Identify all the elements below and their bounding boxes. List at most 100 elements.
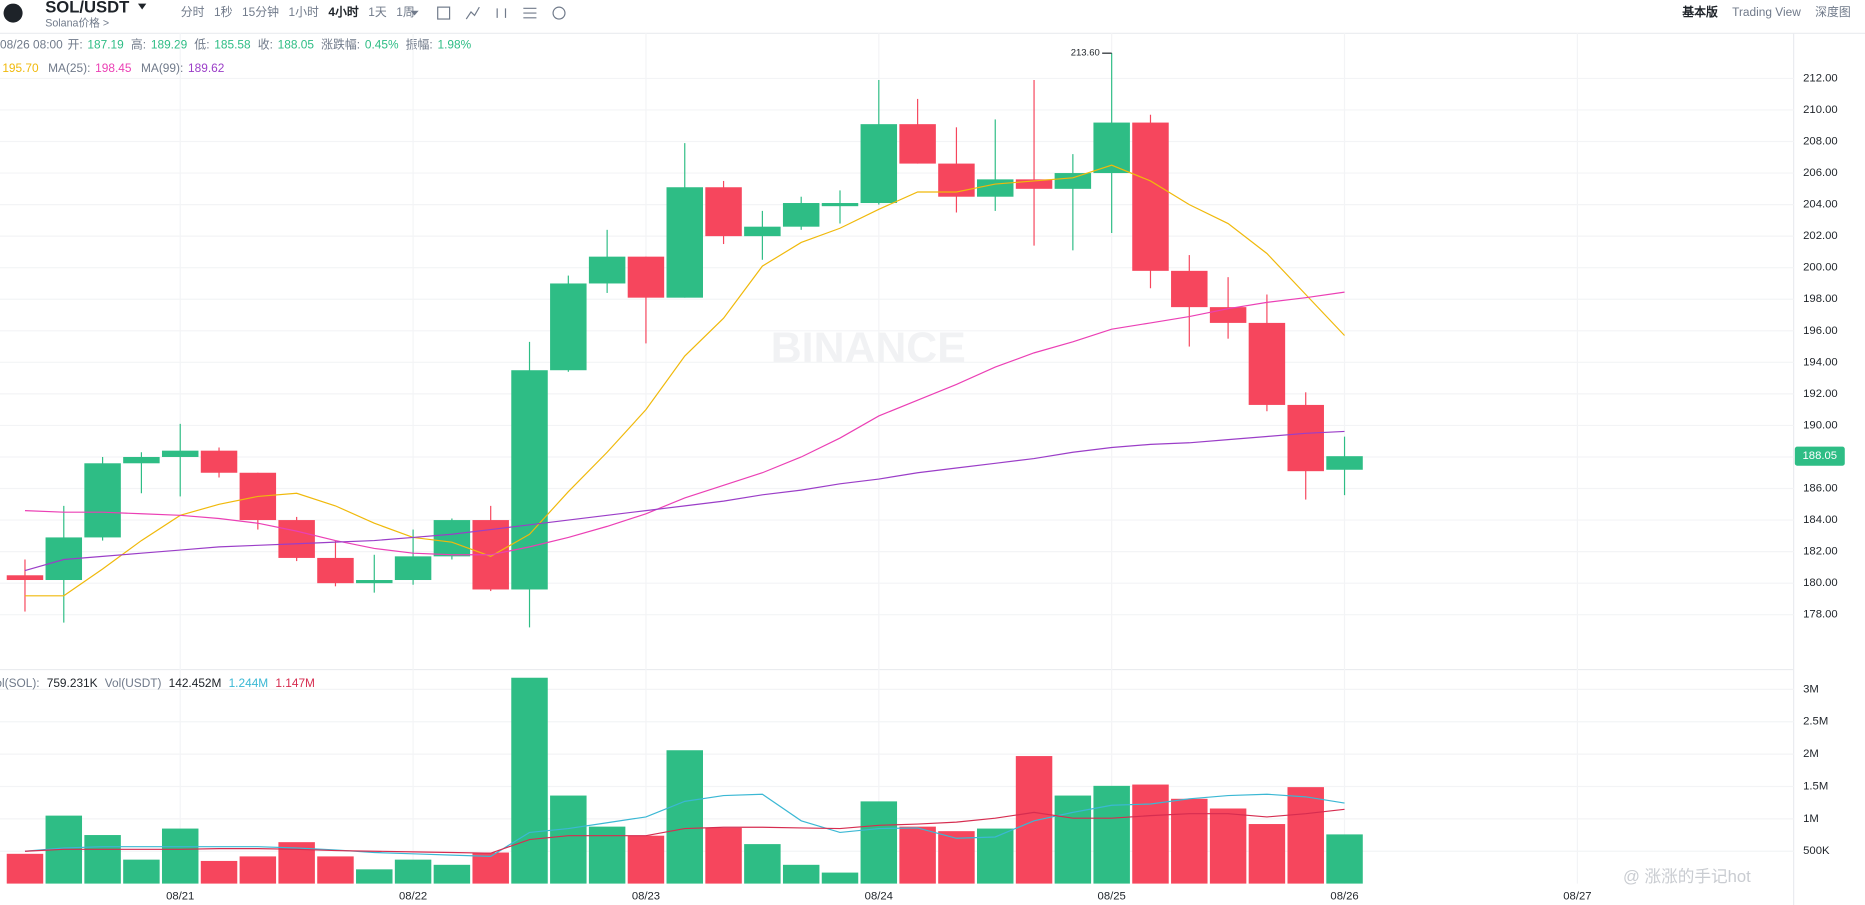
y-tick-label: 186.00 <box>1803 483 1838 495</box>
volume-bar <box>317 856 354 884</box>
candle-body <box>1015 179 1053 189</box>
volume-legend: Vol(USDT) <box>105 676 162 690</box>
y-tick-label: 204.00 <box>1803 199 1838 211</box>
volume-bar <box>433 864 471 884</box>
y-tick-label: 194.00 <box>1803 356 1838 368</box>
plot: 178.00180.00182.00184.00186.00188.00190.… <box>0 33 1845 903</box>
candle-body <box>1287 404 1324 472</box>
volume-bar <box>666 750 703 884</box>
volume-bar <box>161 828 199 884</box>
y-tick-label: 178.00 <box>1803 609 1838 621</box>
x-tick-label: 08/26 <box>1330 891 1358 903</box>
icon[interactable] <box>523 7 537 19</box>
y-tick-label: 190.00 <box>1803 419 1838 431</box>
volume-legend: 142.452M <box>169 676 222 690</box>
interval-tab[interactable]: 15分钟 <box>242 5 279 19</box>
watermark: BINANCE <box>771 324 966 372</box>
interval-tab[interactable]: 1秒 <box>214 5 233 19</box>
legend-value: 195.70 <box>2 61 39 75</box>
volume-bar <box>1326 834 1363 884</box>
y-tick-label: 212.00 <box>1803 72 1838 84</box>
candle-body <box>394 556 432 581</box>
icon[interactable] <box>496 8 507 18</box>
legend-label: MA(25): <box>48 61 90 75</box>
info-label: 收: <box>258 37 273 51</box>
candle-body <box>666 187 703 298</box>
candle-body <box>1132 122 1169 271</box>
symbol-dropdown[interactable] <box>137 3 147 10</box>
y-tick-label: 2M <box>1803 748 1819 760</box>
interval-tab[interactable]: 4小时 <box>328 5 358 19</box>
ma-line <box>24 793 1345 858</box>
volume-bar <box>239 856 277 884</box>
y-tick-label: 180.00 <box>1803 577 1838 589</box>
volume-bar <box>1287 787 1324 884</box>
info-label: 振幅: <box>406 37 433 51</box>
interval-tab[interactable]: 1天 <box>368 5 387 19</box>
volume-bar <box>860 801 898 884</box>
candle-body <box>278 520 315 558</box>
interval-tab[interactable]: 1周 <box>396 5 414 19</box>
candle-body <box>977 179 1014 197</box>
candle-body <box>782 203 820 227</box>
price-tag-label: 188.05 <box>1803 450 1838 462</box>
subtitle[interactable]: Solana价格 > <box>45 17 109 30</box>
volume-bar <box>627 835 665 884</box>
y-tick-label: 192.00 <box>1803 388 1838 400</box>
y-tick-label: 500K <box>1803 845 1830 857</box>
y-tick-label: 1.5M <box>1803 780 1828 792</box>
ma-line <box>24 808 1345 854</box>
volume-bar <box>394 859 432 884</box>
icon[interactable] <box>552 6 566 20</box>
volume-legend: Vol(SOL): <box>0 676 40 690</box>
y-tick-label: 200.00 <box>1803 262 1838 274</box>
candle-body <box>705 187 742 237</box>
ma-line <box>24 430 1345 572</box>
volume-bar <box>1054 795 1092 884</box>
volume-bar <box>511 677 548 884</box>
y-tick-label: 206.00 <box>1803 167 1838 179</box>
view-tab[interactable]: Trading View <box>1732 5 1801 19</box>
volume-bar <box>6 853 44 884</box>
candle-body <box>744 226 781 237</box>
y-tick-label: 208.00 <box>1803 135 1838 147</box>
icon[interactable] <box>465 6 480 20</box>
y-tick-label: 182.00 <box>1803 546 1838 558</box>
interval-tabs: 分时 1秒 15分钟 1小时 4小时 1天 1周 <box>181 5 415 19</box>
legend-label: MA(99): <box>141 61 183 75</box>
candle-body <box>1326 456 1363 470</box>
volume-legend: 1.147M <box>275 676 315 690</box>
ma-line <box>24 291 1345 556</box>
info-value: 0.45% <box>365 37 399 51</box>
ma-line <box>24 164 1345 597</box>
volume-bar <box>782 864 820 884</box>
volume-bar <box>1209 808 1247 884</box>
volume-bar <box>356 869 393 884</box>
info-label: 高: <box>131 37 146 51</box>
interval-tab[interactable]: 分时 <box>181 5 205 19</box>
ohlc-info: 08/26 08:00 开: 187.19 高: 189.29 低: 185.58 收: 188… <box>0 37 472 75</box>
volume-bar <box>1132 784 1169 884</box>
volume-bar <box>1171 798 1208 884</box>
more-intervals[interactable] <box>410 10 419 16</box>
candle-body <box>1171 270 1208 308</box>
x-tick-label: 08/24 <box>865 891 893 903</box>
icon[interactable] <box>437 6 451 20</box>
legend-value: 198.45 <box>95 61 132 75</box>
candle-body <box>433 520 471 557</box>
candle-body <box>6 575 44 581</box>
info-label: 开: <box>67 37 82 51</box>
volume-bar <box>899 826 936 884</box>
view-tab[interactable]: 基本版 <box>1681 5 1718 19</box>
candle-body <box>1248 322 1286 405</box>
candle-body <box>938 163 975 197</box>
view-tab[interactable]: 深度图 <box>1815 5 1851 19</box>
coin-icon <box>3 3 23 23</box>
candle-body <box>627 256 665 298</box>
symbol[interactable]: SOL/USDT <box>45 0 129 17</box>
toolbar-icons <box>437 6 566 20</box>
interval-tab[interactable]: 1小时 <box>289 5 319 19</box>
candle-body <box>356 580 393 584</box>
info-label: 涨跌幅: <box>321 37 360 51</box>
